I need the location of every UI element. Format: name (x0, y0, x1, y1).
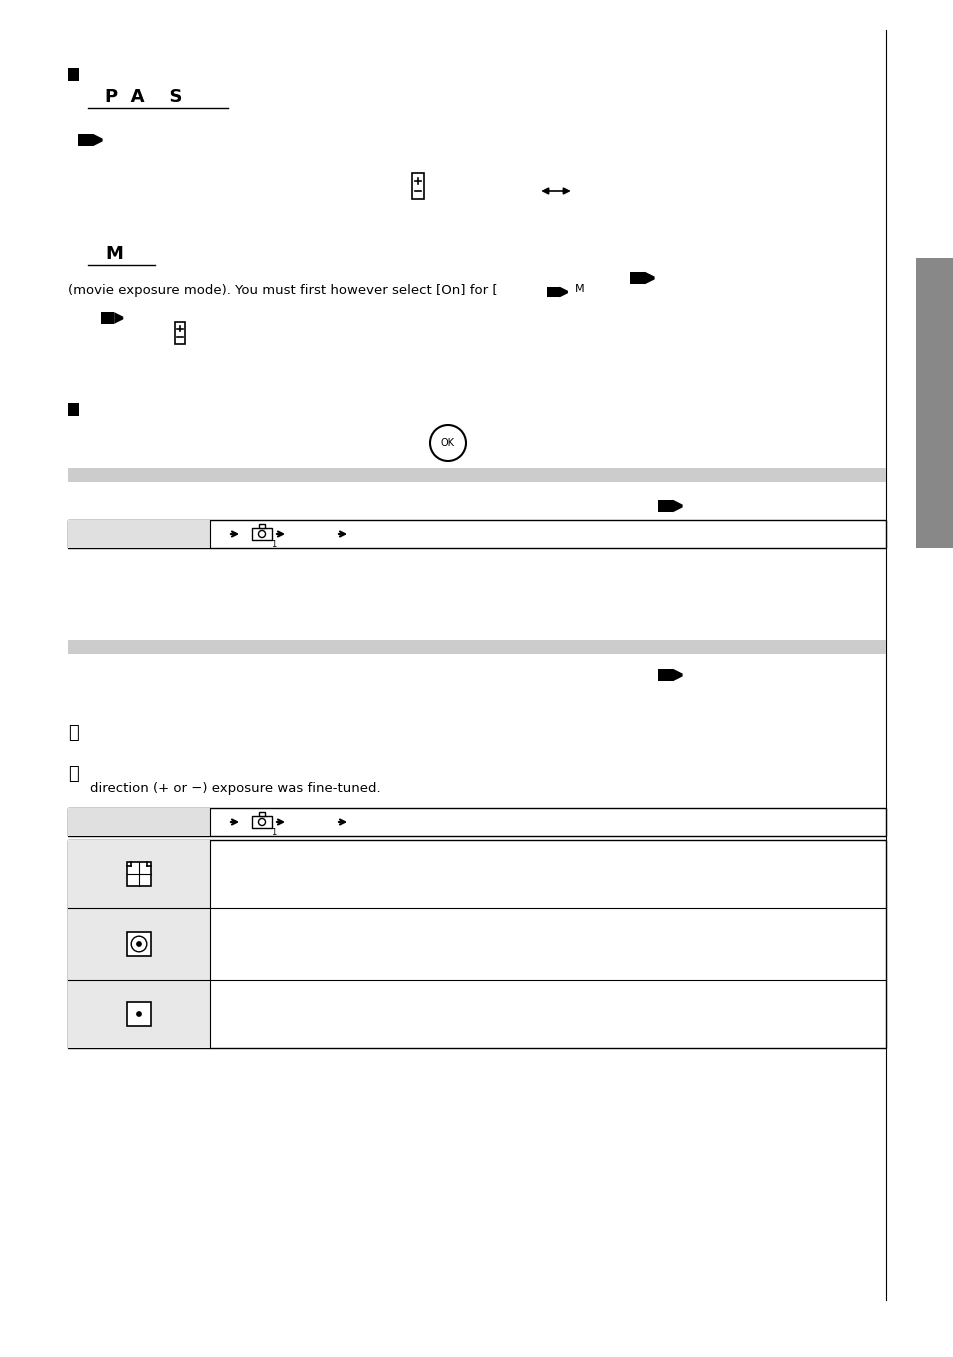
Bar (68, 840, 885, 1048)
Bar (552, 284, 554, 286)
Bar (636, 285, 638, 286)
Bar (252, 528, 272, 540)
Text: M: M (575, 284, 584, 294)
Bar (639, 269, 642, 271)
Text: [-1]    [±0]    [+1]: [-1] [±0] [+1] (222, 940, 351, 953)
Bar (631, 269, 634, 271)
Polygon shape (672, 499, 682, 513)
Bar (68, 520, 210, 548)
Bar (258, 811, 265, 816)
Bar (89, 147, 91, 149)
Bar (258, 524, 265, 528)
Bar (555, 284, 558, 286)
Bar (663, 666, 666, 668)
Bar (658, 499, 672, 513)
Bar (659, 513, 661, 514)
Bar (630, 271, 644, 285)
Bar (668, 666, 670, 668)
Bar (546, 286, 559, 297)
Text: ⓘ: ⓘ (68, 725, 79, 742)
Polygon shape (644, 271, 654, 285)
Bar (631, 285, 634, 286)
Bar (668, 681, 670, 684)
Bar (548, 284, 550, 286)
Bar (663, 497, 666, 499)
Text: [-1]    [±0]    [+1]: [-1] [±0] [+1] (222, 873, 351, 885)
Polygon shape (559, 286, 567, 297)
Bar (68, 807, 210, 836)
Bar (639, 285, 642, 286)
Bar (110, 324, 112, 326)
Polygon shape (92, 134, 103, 147)
Bar (89, 130, 91, 133)
Bar (412, 174, 423, 198)
Text: 1: 1 (271, 540, 276, 550)
Bar (84, 147, 87, 149)
Bar (100, 312, 114, 324)
Bar (106, 309, 108, 312)
Bar (102, 309, 104, 312)
Bar (68, 908, 210, 980)
Bar (110, 309, 112, 312)
Bar (68, 520, 885, 548)
Bar (659, 497, 661, 499)
Bar (80, 130, 82, 133)
Text: M: M (105, 246, 123, 263)
Bar (663, 681, 666, 684)
Bar (102, 324, 104, 326)
Bar (68, 468, 885, 482)
Bar (106, 324, 108, 326)
Text: Set the fine-tuning amount for when the metering method is: Set the fine-tuning amount for when the … (222, 991, 601, 1003)
Bar (658, 669, 672, 681)
Bar (127, 932, 151, 955)
Bar (252, 816, 272, 828)
Text: [-1]    [±0]    [+1]: [-1] [±0] [+1] (222, 1012, 351, 1025)
Bar (68, 641, 885, 654)
Bar (668, 513, 670, 514)
Text: 1: 1 (271, 828, 276, 837)
Bar (636, 269, 638, 271)
Polygon shape (672, 669, 682, 681)
Bar (555, 297, 558, 300)
Circle shape (136, 942, 141, 946)
Text: P  A    S: P A S (105, 88, 182, 106)
Bar (659, 681, 661, 684)
Bar (84, 130, 87, 133)
Text: (movie exposure mode). You must first however select [On] for [: (movie exposure mode). You must first ho… (68, 284, 497, 297)
Bar (68, 980, 210, 1048)
Text: OK: OK (440, 438, 455, 448)
Bar (80, 147, 82, 149)
Bar (548, 297, 550, 300)
Text: Set the fine-tuning amount for when the metering method is: Set the fine-tuning amount for when the … (222, 849, 601, 863)
Polygon shape (114, 312, 123, 324)
Text: direction (+ or −) exposure was fine-tuned.: direction (+ or −) exposure was fine-tun… (90, 782, 380, 795)
Bar (127, 862, 151, 886)
Bar (175, 322, 185, 345)
Bar (552, 297, 554, 300)
Bar (659, 666, 661, 668)
Bar (68, 68, 79, 81)
Circle shape (136, 1012, 141, 1016)
Text: ⓘ: ⓘ (68, 765, 79, 783)
Bar (915, 258, 953, 548)
Bar (68, 403, 79, 417)
Bar (668, 497, 670, 499)
Bar (78, 134, 92, 147)
Bar (127, 1001, 151, 1026)
Bar (68, 840, 210, 908)
Bar (68, 807, 885, 836)
Text: Set the fine-tuning amount for when the metering method is: Set the fine-tuning amount for when the … (222, 917, 601, 931)
Bar (663, 513, 666, 514)
